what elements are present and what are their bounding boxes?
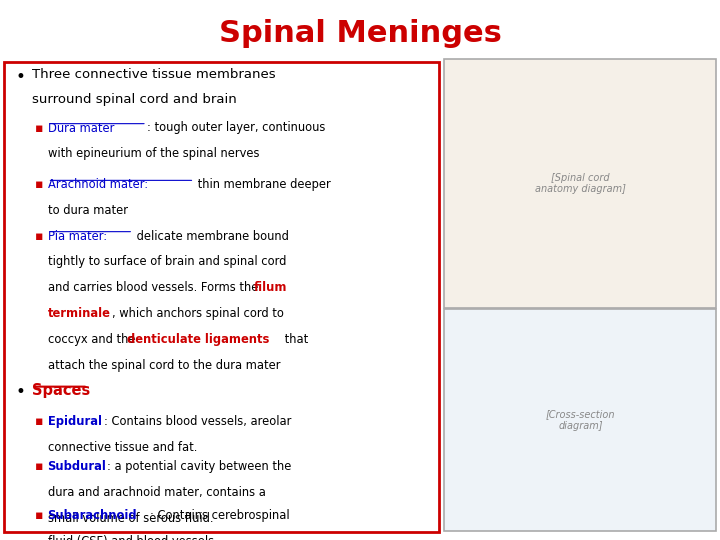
Text: small volume of serous fluid.: small volume of serous fluid.: [48, 512, 213, 525]
Text: : tough outer layer, continuous: : tough outer layer, continuous: [147, 122, 325, 134]
Text: ▪: ▪: [35, 122, 43, 134]
Text: ▪: ▪: [35, 509, 43, 522]
Text: surround spinal cord and brain: surround spinal cord and brain: [32, 93, 236, 106]
Text: delicate membrane bound: delicate membrane bound: [133, 230, 289, 242]
Text: with epineurium of the spinal nerves: with epineurium of the spinal nerves: [48, 147, 259, 160]
Text: : Contains cerebrospinal: : Contains cerebrospinal: [150, 509, 289, 522]
Text: Spaces: Spaces: [32, 383, 90, 399]
Text: : a potential cavity between the: : a potential cavity between the: [107, 460, 291, 473]
Text: Arachnoid mater:: Arachnoid mater:: [48, 178, 148, 191]
Text: [Cross-section
diagram]: [Cross-section diagram]: [546, 409, 615, 431]
Text: to dura mater: to dura mater: [48, 204, 127, 217]
Text: terminale: terminale: [48, 307, 110, 320]
Text: thin membrane deeper: thin membrane deeper: [194, 178, 331, 191]
Text: Pia mater:: Pia mater:: [48, 230, 107, 242]
Text: [Spinal cord
anatomy diagram]: [Spinal cord anatomy diagram]: [535, 173, 626, 194]
Text: tightly to surface of brain and spinal cord: tightly to surface of brain and spinal c…: [48, 255, 286, 268]
Text: fluid (CSF) and blood vessels: fluid (CSF) and blood vessels: [48, 535, 214, 540]
Text: ▪: ▪: [35, 415, 43, 428]
Text: : Contains blood vessels, areolar: : Contains blood vessels, areolar: [104, 415, 291, 428]
Text: ▪: ▪: [35, 230, 43, 242]
Text: Epidural: Epidural: [48, 415, 102, 428]
Text: attach the spinal cord to the dura mater: attach the spinal cord to the dura mater: [48, 359, 280, 372]
Text: and carries blood vessels. Forms the: and carries blood vessels. Forms the: [48, 281, 261, 294]
Text: denticulate ligaments: denticulate ligaments: [127, 333, 269, 346]
Text: •: •: [16, 68, 26, 85]
Text: Subarachnoid: Subarachnoid: [48, 509, 137, 522]
FancyBboxPatch shape: [444, 309, 716, 531]
Text: Dura mater: Dura mater: [48, 122, 114, 134]
Text: connective tissue and fat.: connective tissue and fat.: [48, 441, 197, 454]
Text: ▪: ▪: [35, 460, 43, 473]
FancyBboxPatch shape: [444, 59, 716, 308]
Text: that: that: [281, 333, 308, 346]
Text: coccyx and the: coccyx and the: [48, 333, 139, 346]
Text: , which anchors spinal cord to: , which anchors spinal cord to: [112, 307, 284, 320]
Text: Subdural: Subdural: [48, 460, 107, 473]
FancyBboxPatch shape: [4, 62, 439, 532]
Text: Three connective tissue membranes: Three connective tissue membranes: [32, 68, 275, 80]
Text: Spinal Meninges: Spinal Meninges: [219, 19, 501, 48]
Text: filum: filum: [254, 281, 288, 294]
Text: •: •: [16, 383, 26, 401]
Text: ▪: ▪: [35, 178, 43, 191]
Text: dura and arachnoid mater, contains a: dura and arachnoid mater, contains a: [48, 486, 266, 499]
